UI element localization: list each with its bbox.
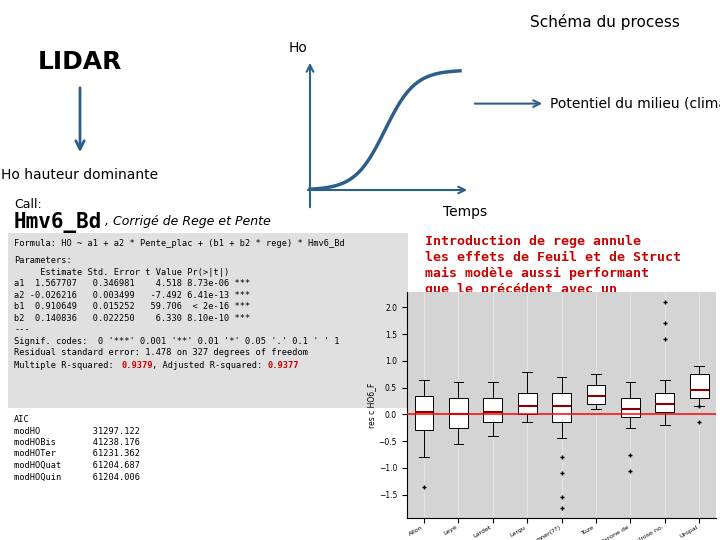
PathPatch shape	[655, 393, 674, 411]
Text: b2  0.140836   0.022250    6.330 8.10e-10 ***: b2 0.140836 0.022250 6.330 8.10e-10 ***	[14, 314, 251, 323]
Text: que le précédent avec un: que le précédent avec un	[425, 283, 617, 296]
Text: mais modèle aussi performant: mais modèle aussi performant	[425, 267, 649, 280]
Text: Temps: Temps	[443, 205, 487, 219]
Text: (bien que les: (bien que les	[425, 313, 501, 323]
Text: b1  0.910649   0.015252   59.706  < 2e-16 ***: b1 0.910649 0.015252 59.706 < 2e-16 ***	[14, 302, 251, 311]
PathPatch shape	[449, 399, 468, 428]
PathPatch shape	[483, 399, 503, 422]
Text: Residual standard error: 1.478 on 327 degrees of freedom: Residual standard error: 1.478 on 327 de…	[14, 348, 308, 357]
Text: a2 -0.026216   0.003499   -7.492 6.41e-13 ***: a2 -0.026216 0.003499 -7.492 6.41e-13 **…	[14, 291, 251, 300]
Text: Multiple R-squared:: Multiple R-squared:	[14, 361, 119, 370]
Text: modHOQuat      61204.687: modHOQuat 61204.687	[14, 461, 140, 470]
Text: 0.9379: 0.9379	[122, 361, 153, 370]
PathPatch shape	[552, 393, 571, 422]
PathPatch shape	[621, 399, 640, 417]
PathPatch shape	[587, 385, 606, 404]
Text: Signif. codes:  0 '***' 0.001 '**' 0.01 '*' 0.05 '.' 0.1 ' ' 1: Signif. codes: 0 '***' 0.001 '**' 0.01 '…	[14, 337, 340, 346]
Text: Potentiel du milieu (climat, sol): Potentiel du milieu (climat, sol)	[550, 97, 720, 111]
Y-axis label: res c HO6_F: res c HO6_F	[366, 382, 376, 428]
FancyBboxPatch shape	[8, 410, 408, 490]
PathPatch shape	[415, 396, 433, 430]
Text: Ho: Ho	[289, 41, 308, 55]
Text: Introduction de rege annule: Introduction de rege annule	[425, 235, 641, 248]
Text: les effets de Feuil et de Struct: les effets de Feuil et de Struct	[425, 251, 681, 264]
Text: modHOQuin      61204.006: modHOQuin 61204.006	[14, 472, 140, 482]
Text: parcelles à PB soient encore plus décalées: parcelles à PB soient encore plus décalé…	[425, 324, 672, 334]
Text: Parameters:: Parameters:	[14, 256, 72, 265]
Text: Call:: Call:	[14, 198, 42, 211]
Text: Schéma du process: Schéma du process	[530, 14, 680, 30]
Text: , Corrigé de Rege et Pente: , Corrigé de Rege et Pente	[105, 215, 271, 228]
Text: ---: ---	[14, 325, 30, 334]
Text: , Adjusted R-squared:: , Adjusted R-squared:	[152, 361, 268, 370]
Text: modHOTer       61231.362: modHOTer 61231.362	[14, 449, 140, 458]
PathPatch shape	[518, 393, 536, 414]
Text: Estimate Std. Error t Value Pr(>|t|): Estimate Std. Error t Value Pr(>|t|)	[14, 268, 229, 276]
Text: AIC: AIC	[14, 415, 30, 424]
FancyBboxPatch shape	[8, 233, 408, 408]
Text: 0.9377: 0.9377	[267, 361, 299, 370]
Text: Ho hauteur dominante: Ho hauteur dominante	[1, 168, 158, 182]
Text: Hmv6_Bd: Hmv6_Bd	[14, 212, 102, 233]
PathPatch shape	[690, 374, 708, 399]
Text: modHO          31297.122: modHO 31297.122	[14, 427, 140, 435]
Text: paramètre de moins: paramètre de moins	[425, 299, 553, 312]
Text: LIDAR: LIDAR	[38, 50, 122, 74]
Text: Formula: HO ~ a1 + a2 * Pente_plac + (b1 + b2 * rege) * Hmv6_Bd: Formula: HO ~ a1 + a2 * Pente_plac + (b1…	[14, 239, 345, 248]
Text: modHOBis       41238.176: modHOBis 41238.176	[14, 438, 140, 447]
Text: a1  1.567707   0.346981    4.518 8.73e-06 ***: a1 1.567707 0.346981 4.518 8.73e-06 ***	[14, 279, 251, 288]
Text: p/r à la moyenne): p/r à la moyenne)	[425, 335, 525, 346]
